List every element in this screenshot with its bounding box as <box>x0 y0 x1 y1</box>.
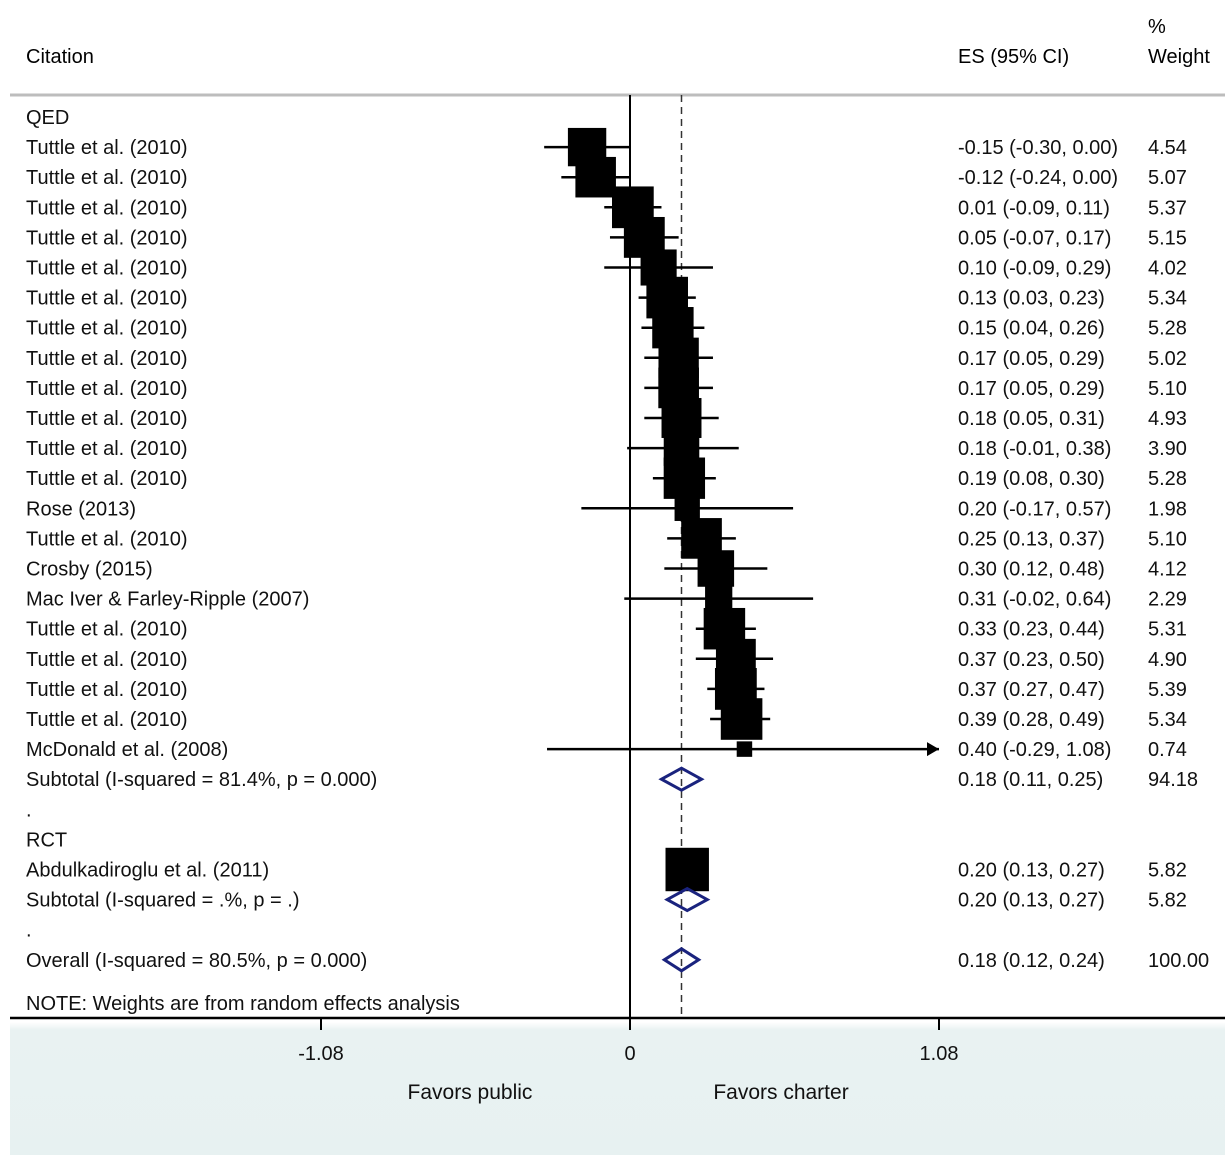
row-weight: 5.34 <box>1148 288 1187 310</box>
row-label: Tuttle et al. (2010) <box>26 408 188 430</box>
row-es-ci: 0.01 (-0.09, 0.11) <box>958 197 1110 219</box>
row-weight: 5.37 <box>1148 197 1187 219</box>
row-es-ci: 0.31 (-0.02, 0.64) <box>958 589 1111 611</box>
row-label: . <box>26 799 32 821</box>
row-es-ci: 0.15 (0.04, 0.26) <box>958 318 1105 340</box>
row-weight: 4.02 <box>1148 258 1187 280</box>
row-es-ci: 0.20 (-0.17, 0.57) <box>958 498 1111 520</box>
row-weight: 4.90 <box>1148 649 1187 671</box>
row-weight: 94.18 <box>1148 769 1198 791</box>
row-es-ci: 0.30 (0.12, 0.48) <box>958 559 1105 581</box>
subtotal-diamond <box>658 766 705 792</box>
row-label: Subtotal (I-squared = .%, p = .) <box>26 890 299 912</box>
row-label: Rose (2013) <box>26 498 136 520</box>
row-es-ci: 0.17 (0.05, 0.29) <box>958 348 1105 370</box>
row-label: Tuttle et al. (2010) <box>26 619 188 641</box>
row-es-ci: 0.18 (-0.01, 0.38) <box>958 438 1111 460</box>
row-weight: 5.07 <box>1148 167 1187 189</box>
row-label: Tuttle et al. (2010) <box>26 227 188 249</box>
axis-band <box>10 1022 1225 1155</box>
row-label: Tuttle et al. (2010) <box>26 378 188 400</box>
row-weight: 5.10 <box>1148 528 1187 550</box>
row-label: Mac Iver & Farley-Ripple (2007) <box>26 589 309 611</box>
row-label: Abdulkadiroglu et al. (2011) <box>26 860 269 882</box>
row-es-ci: -0.15 (-0.30, 0.00) <box>958 137 1118 159</box>
row-label: Tuttle et al. (2010) <box>26 649 188 671</box>
row-weight: 5.15 <box>1148 227 1187 249</box>
row-label: Subtotal (I-squared = 81.4%, p = 0.000) <box>26 769 377 791</box>
row-es-ci: 0.18 (0.11, 0.25) <box>958 769 1103 791</box>
row-label: RCT <box>26 829 67 851</box>
ci-arrow-head <box>927 742 939 757</box>
row-label: Tuttle et al. (2010) <box>26 258 188 280</box>
header: Citation ES (95% CI) % Weight <box>26 16 1210 68</box>
row-label: Tuttle et al. (2010) <box>26 438 188 460</box>
row-es-ci: 0.17 (0.05, 0.29) <box>958 378 1105 400</box>
row-es-ci: 0.37 (0.27, 0.47) <box>958 679 1105 701</box>
es-header: ES (95% CI) <box>958 46 1069 68</box>
row-es-ci: -0.12 (-0.24, 0.00) <box>958 167 1118 189</box>
marks-layer <box>544 95 939 1018</box>
row-es-ci: 0.39 (0.28, 0.49) <box>958 709 1105 731</box>
row-es-ci: 0.40 (-0.29, 1.08) <box>958 739 1111 761</box>
row-es-ci: 0.18 (0.05, 0.31) <box>958 408 1105 430</box>
row-label: Tuttle et al. (2010) <box>26 197 188 219</box>
favors-left-label: Favors public <box>408 1081 533 1104</box>
row-weight: 5.34 <box>1148 709 1187 731</box>
citation-header: Citation <box>26 46 94 68</box>
row-weight: 5.39 <box>1148 679 1187 701</box>
row-weight: 5.10 <box>1148 378 1187 400</box>
overall-diamond <box>661 947 702 973</box>
x-tick-label: -1.08 <box>298 1043 344 1065</box>
row-label: Tuttle et al. (2010) <box>26 137 188 159</box>
row-es-ci: 0.05 (-0.07, 0.17) <box>958 227 1111 249</box>
row-label: Tuttle et al. (2010) <box>26 167 188 189</box>
favors-right-label: Favors charter <box>713 1081 848 1104</box>
row-weight: 5.31 <box>1148 619 1187 641</box>
row-weight: 3.90 <box>1148 438 1187 460</box>
row-weight: 5.82 <box>1148 890 1187 912</box>
row-label: Tuttle et al. (2010) <box>26 679 188 701</box>
row-es-ci: 0.13 (0.03, 0.23) <box>958 288 1105 310</box>
row-label: Tuttle et al. (2010) <box>26 348 188 370</box>
row-weight: 1.98 <box>1148 498 1187 520</box>
row-label: Tuttle et al. (2010) <box>26 468 188 490</box>
row-label: Tuttle et al. (2010) <box>26 318 188 340</box>
row-es-ci: 0.25 (0.13, 0.37) <box>958 528 1105 550</box>
row-weight: 2.29 <box>1148 589 1187 611</box>
row-label: Overall (I-squared = 80.5%, p = 0.000) <box>26 950 367 972</box>
row-label: Tuttle et al. (2010) <box>26 528 188 550</box>
row-label: . <box>26 920 32 942</box>
row-weight: 5.28 <box>1148 318 1187 340</box>
row-es-ci: 0.20 (0.13, 0.27) <box>958 890 1105 912</box>
row-label: Tuttle et al. (2010) <box>26 709 188 731</box>
subtotal-diamond <box>664 886 711 913</box>
weight-pct-header: % <box>1148 16 1166 38</box>
note-text: NOTE: Weights are from random effects an… <box>26 993 460 1015</box>
row-weight: 5.28 <box>1148 468 1187 490</box>
x-tick-label: 0 <box>624 1043 635 1065</box>
weight-header: Weight <box>1148 46 1210 68</box>
row-weight: 100.00 <box>1148 950 1209 972</box>
row-weight: 4.54 <box>1148 137 1187 159</box>
row-label: McDonald et al. (2008) <box>26 739 228 761</box>
row-label: Crosby (2015) <box>26 559 153 581</box>
row-es-ci: 0.20 (0.13, 0.27) <box>958 860 1105 882</box>
x-axis: -1.08 0 1.08 Favors public Favors charter <box>10 1016 1225 1104</box>
row-label: QED <box>26 107 69 129</box>
row-weight: 5.82 <box>1148 860 1187 882</box>
row-weight: 4.12 <box>1148 559 1187 581</box>
row-weight: 4.93 <box>1148 408 1187 430</box>
row-weight: 5.02 <box>1148 348 1187 370</box>
row-es-ci: 0.18 (0.12, 0.24) <box>958 950 1105 972</box>
row-es-ci: 0.33 (0.23, 0.44) <box>958 619 1105 641</box>
row-es-ci: 0.19 (0.08, 0.30) <box>958 468 1105 490</box>
rows-layer: QED Tuttle et al. (2010) -0.15 (-0.30, 0.0… <box>26 107 1209 1015</box>
row-weight: 0.74 <box>1148 739 1187 761</box>
row-es-ci: 0.37 (0.23, 0.50) <box>958 649 1105 671</box>
row-es-ci: 0.10 (-0.09, 0.29) <box>958 258 1111 280</box>
x-tick-label: 1.08 <box>920 1043 959 1065</box>
row-label: Tuttle et al. (2010) <box>26 288 188 310</box>
